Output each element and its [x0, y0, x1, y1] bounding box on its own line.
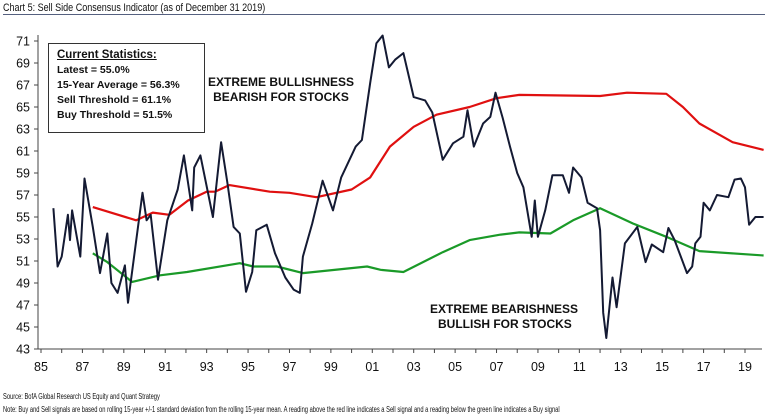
x-tick-label: 87: [75, 360, 89, 374]
x-tick-label: 99: [324, 360, 338, 374]
stat-15yr-average: 15-Year Average = 56.3%: [57, 79, 180, 91]
x-tick-label: 93: [200, 360, 214, 374]
x-tick-label: 11: [573, 360, 586, 374]
x-tick-label: 03: [407, 360, 421, 374]
stat-buy-threshold: Buy Threshold = 51.5%: [57, 109, 173, 121]
x-tick-label: 01: [365, 360, 379, 374]
x-tick-label: 05: [448, 360, 462, 374]
y-tick-label: 63: [16, 123, 30, 137]
y-tick-label: 61: [16, 145, 30, 159]
x-tick-label: 91: [158, 360, 172, 374]
x-tick-label: 95: [241, 360, 255, 374]
annotation-line: EXTREME BULLISHNESS: [208, 75, 355, 89]
stat-latest: Latest = 55.0%: [57, 64, 130, 76]
annotation-line: BEARISH FOR STOCKS: [213, 90, 349, 104]
x-tick-label: 15: [655, 360, 669, 374]
annotation-extreme-bearishness: EXTREME BEARISHNESS BULLISH FOR STOCKS: [430, 302, 578, 332]
x-tick-label: 19: [738, 360, 752, 374]
annotation-line: EXTREME BEARISHNESS: [430, 302, 579, 316]
x-tick-label: 07: [490, 360, 504, 374]
stat-sell-threshold: Sell Threshold = 61.1%: [57, 94, 172, 106]
indicator-line: [52, 34, 764, 339]
footnote: Note: Buy and Sell signals are based on …: [3, 405, 560, 414]
y-tick-label: 69: [16, 57, 30, 71]
x-tick-label: 17: [697, 360, 711, 374]
y-tick-label: 65: [16, 101, 30, 115]
chart-title: Chart 5: Sell Side Consensus Indicator (…: [3, 2, 266, 14]
y-tick-label: 51: [16, 255, 30, 269]
title-divider: [3, 14, 765, 15]
y-tick-label: 49: [16, 277, 30, 291]
x-tick-label: 85: [34, 360, 48, 374]
buy-threshold-line: [92, 207, 764, 283]
y-tick-label: 67: [16, 79, 30, 93]
x-tick-label: 09: [531, 360, 545, 374]
y-tick-label: 71: [16, 35, 30, 49]
y-tick-label: 47: [16, 299, 30, 313]
x-tick-label: 97: [283, 360, 297, 374]
y-tick-label: 57: [16, 189, 30, 203]
x-tick-label: 13: [614, 360, 628, 374]
y-tick-label: 53: [16, 233, 30, 247]
y-tick-label: 59: [16, 167, 30, 181]
current-statistics-box: Current Statistics: Latest = 55.0% 15-Ye…: [48, 43, 205, 133]
y-tick-label: 45: [16, 321, 30, 335]
annotation-line: BULLISH FOR STOCKS: [438, 317, 572, 331]
stats-heading: Current Statistics:: [57, 49, 157, 61]
x-tick-label: 89: [117, 360, 131, 374]
annotation-extreme-bullishness: EXTREME BULLISHNESS BEARISH FOR STOCKS: [208, 75, 354, 105]
y-tick-label: 43: [16, 343, 30, 357]
y-tick-label: 55: [16, 211, 30, 225]
source-note: Source: BofA Global Research US Equity a…: [3, 392, 160, 401]
